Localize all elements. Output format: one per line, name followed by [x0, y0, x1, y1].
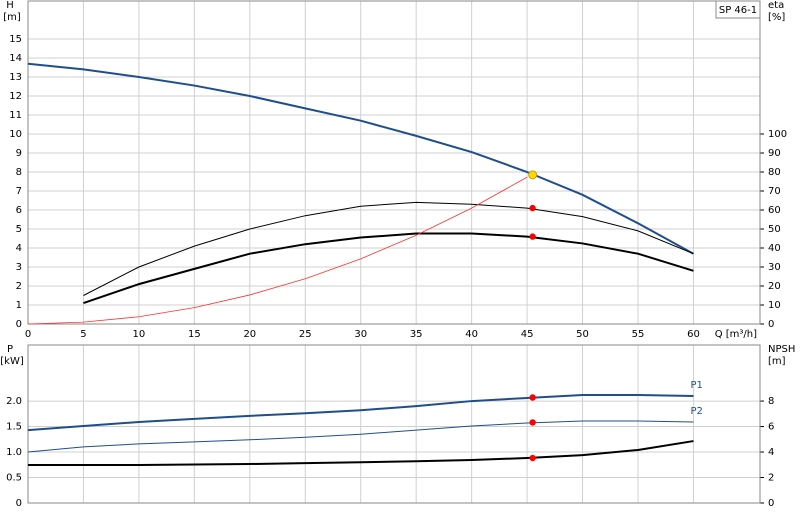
y-tick-label: 11: [9, 110, 22, 121]
y-tick-label: 3: [16, 262, 22, 273]
y2-tick-label: 0: [768, 498, 774, 509]
duty-point: [529, 233, 536, 240]
x-axis-label: Q [m³/h]: [715, 329, 757, 340]
y-tick-label: 6: [16, 205, 22, 216]
duty-point: [528, 170, 538, 180]
y-tick-label: 1.0: [6, 447, 22, 458]
y-axis-unit: [m]: [3, 12, 21, 23]
y2-tick-label: 0: [768, 319, 774, 330]
curve: [27, 393, 694, 432]
x-tick-label: 0: [25, 329, 31, 340]
y2-tick-label: 2: [768, 473, 774, 484]
curve: [27, 420, 694, 453]
x-tick-label: 35: [410, 329, 423, 340]
curve: [83, 201, 694, 296]
x-tick-label: 20: [243, 329, 256, 340]
x-label-bg: [718, 328, 758, 341]
y-tick-label: 7: [16, 186, 22, 197]
y-tick-label: 2: [16, 281, 22, 292]
duty-point: [529, 419, 536, 426]
y-tick-label: 2.0: [6, 396, 22, 407]
x-tick-label: 10: [133, 329, 146, 340]
y-tick-label: 4: [16, 243, 22, 254]
y-tick-label: 0.5: [6, 473, 22, 484]
y-axis-label: H: [6, 0, 14, 11]
y-tick-label: 9: [16, 148, 22, 159]
y2-axis-label: eta: [768, 0, 784, 11]
y2-tick-label: 90: [768, 148, 781, 159]
x-tick-label: 30: [354, 329, 367, 340]
y-tick-label: 14: [9, 53, 22, 64]
y2-tick-label: 40: [768, 243, 781, 254]
duty-point: [529, 454, 536, 462]
x-tick-label: 50: [576, 329, 589, 340]
y-tick-label: 1: [16, 300, 22, 311]
y2-tick-label: 20: [768, 281, 781, 292]
y2-tick-label: 50: [768, 224, 781, 235]
title-box: [715, 0, 761, 19]
y-tick-label: 12: [9, 91, 22, 102]
x-tick-label: 45: [521, 329, 534, 340]
y-tick-label: 0: [16, 498, 22, 509]
curve: [83, 232, 694, 305]
x-tick-label: 5: [80, 329, 86, 340]
plot-frame: [27, 344, 761, 504]
chart-title: SP 46-1: [719, 5, 757, 16]
x-tick-label: 40: [465, 329, 478, 340]
curve-label: P2: [690, 406, 702, 417]
y-axis-unit: [kW]: [0, 356, 24, 367]
curve: [27, 62, 694, 255]
y-tick-label: 0: [16, 319, 22, 330]
y-tick-label: 8: [16, 167, 22, 178]
y2-tick-label: 4: [768, 447, 774, 458]
y-tick-label: 1.5: [6, 422, 22, 433]
y2-tick-label: 8: [768, 396, 774, 407]
y2-axis-unit: [%]: [768, 12, 785, 23]
y2-tick-label: 80: [768, 167, 781, 178]
y-tick-label: 5: [16, 224, 22, 235]
curve: [28, 440, 694, 467]
y2-axis-unit: [m]: [768, 356, 786, 367]
y2-tick-label: 6: [768, 422, 774, 433]
y-tick-label: 10: [9, 129, 22, 140]
curve-label: P1: [690, 380, 702, 391]
y2-tick-label: 100: [768, 129, 787, 140]
x-tick-label: 25: [299, 329, 312, 340]
y2-tick-label: 10: [768, 300, 781, 311]
y2-tick-label: 60: [768, 205, 781, 216]
y-tick-label: 13: [9, 72, 22, 83]
plot-frame: [27, 0, 761, 325]
duty-point: [529, 204, 536, 212]
y2-axis-label: NPSH: [768, 344, 795, 355]
y2-tick-label: 70: [768, 186, 781, 197]
x-tick-label: 15: [188, 329, 201, 340]
x-tick-label: 55: [632, 329, 645, 340]
y-tick-label: 15: [9, 34, 22, 45]
y2-tick-label: 30: [768, 262, 781, 273]
curve: [27, 176, 528, 325]
duty-point: [529, 394, 536, 401]
x-tick-label: 60: [687, 329, 700, 340]
y-axis-label: P: [7, 344, 13, 355]
